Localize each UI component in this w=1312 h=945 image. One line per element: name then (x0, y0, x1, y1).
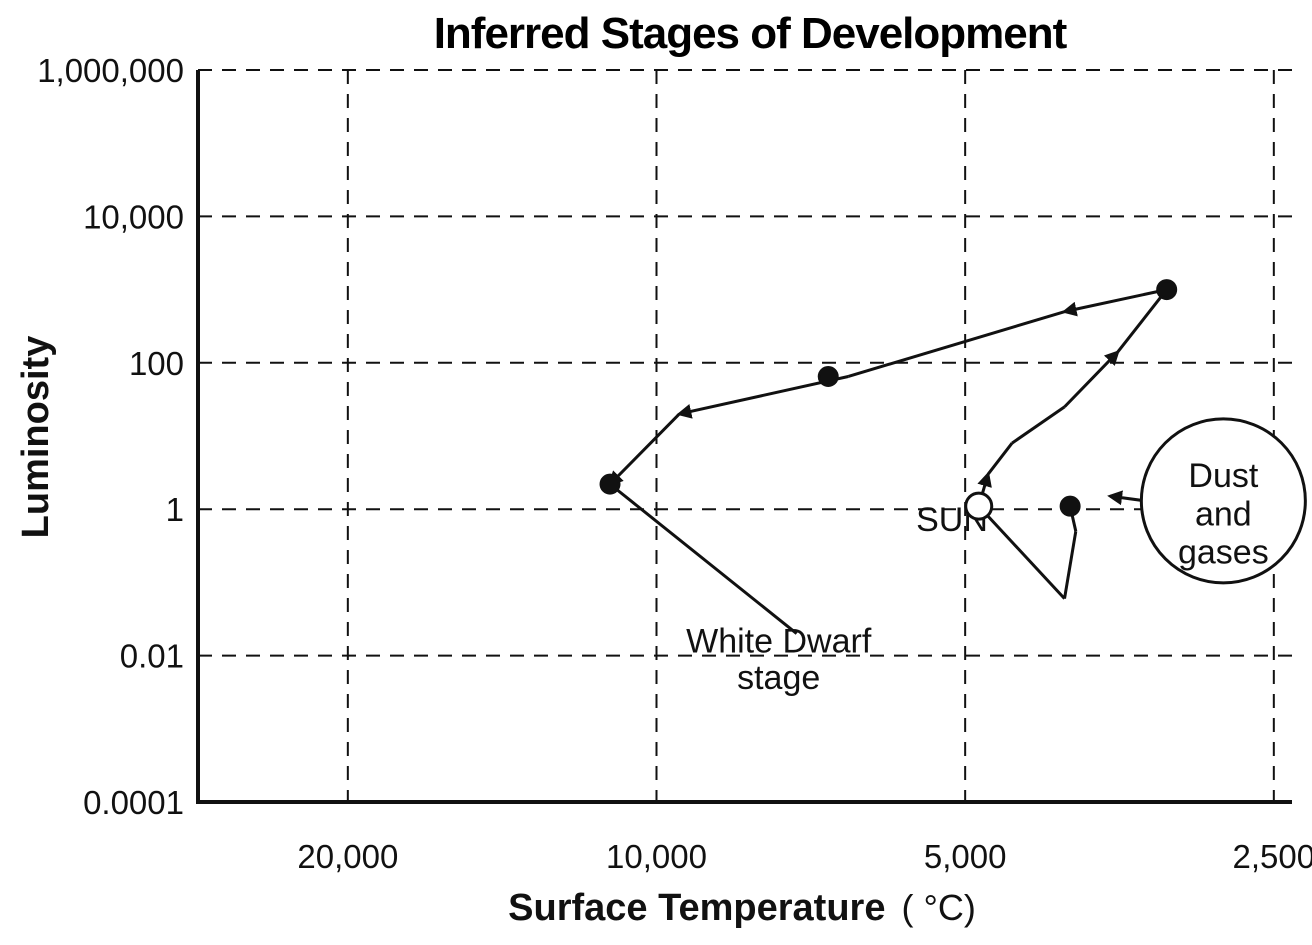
y-tick-label: 0.01 (120, 638, 184, 675)
x-tick-label: 5,000 (924, 838, 1007, 875)
annotation-label: Dust (1188, 457, 1258, 495)
y-tick-label: 0.0001 (83, 784, 184, 821)
track-segment (1116, 288, 1168, 354)
stage-points (599, 279, 1178, 521)
chart-title: Inferred Stages of Development (434, 9, 1068, 58)
annotation-label: and (1195, 495, 1252, 533)
x-tick-label: 20,000 (297, 838, 398, 875)
y-axis-label: Luminosity (15, 336, 57, 539)
y-tick-label: 1,000,000 (37, 52, 184, 89)
stage-point (599, 473, 621, 495)
axes (196, 70, 1292, 804)
track-segment (977, 505, 1066, 600)
track-segment (986, 442, 1014, 476)
stage-point (817, 365, 839, 387)
x-axis-title: Surface Temperature ( °C) (508, 887, 976, 929)
track-segment (1063, 349, 1120, 408)
annotation-label: White Dwarf (686, 623, 872, 661)
annotation-label: stage (737, 659, 820, 697)
track-segment (1063, 530, 1078, 599)
track-segment (1011, 405, 1066, 445)
y-tick-labels: 0.0001 0.01 1 100 10,000 1,000,000 (37, 52, 184, 821)
dust-cloud (1139, 417, 1307, 585)
x-tick-label: 2,500 (1233, 838, 1312, 875)
track-segment (1061, 288, 1168, 317)
annotation-label: gases (1178, 534, 1269, 572)
x-tick-labels: 20,000 10,000 5,000 2,500 (297, 838, 1312, 875)
sun-point (964, 491, 994, 521)
track-segment (607, 412, 681, 487)
y-tick-label: 1 (166, 491, 184, 528)
track-segment (847, 310, 1065, 378)
y-tick-label: 10,000 (83, 198, 184, 235)
track-segment (609, 482, 798, 635)
evolution-track (607, 288, 1307, 635)
stage-point (1156, 279, 1178, 301)
cloud-arrow (1107, 490, 1146, 506)
stage-point (1059, 495, 1081, 517)
x-tick-label: 10,000 (606, 838, 707, 875)
x-axis-unit: ( °C) (901, 887, 975, 928)
y-tick-label: 100 (129, 345, 184, 382)
x-axis-label: Surface Temperature (508, 887, 885, 929)
